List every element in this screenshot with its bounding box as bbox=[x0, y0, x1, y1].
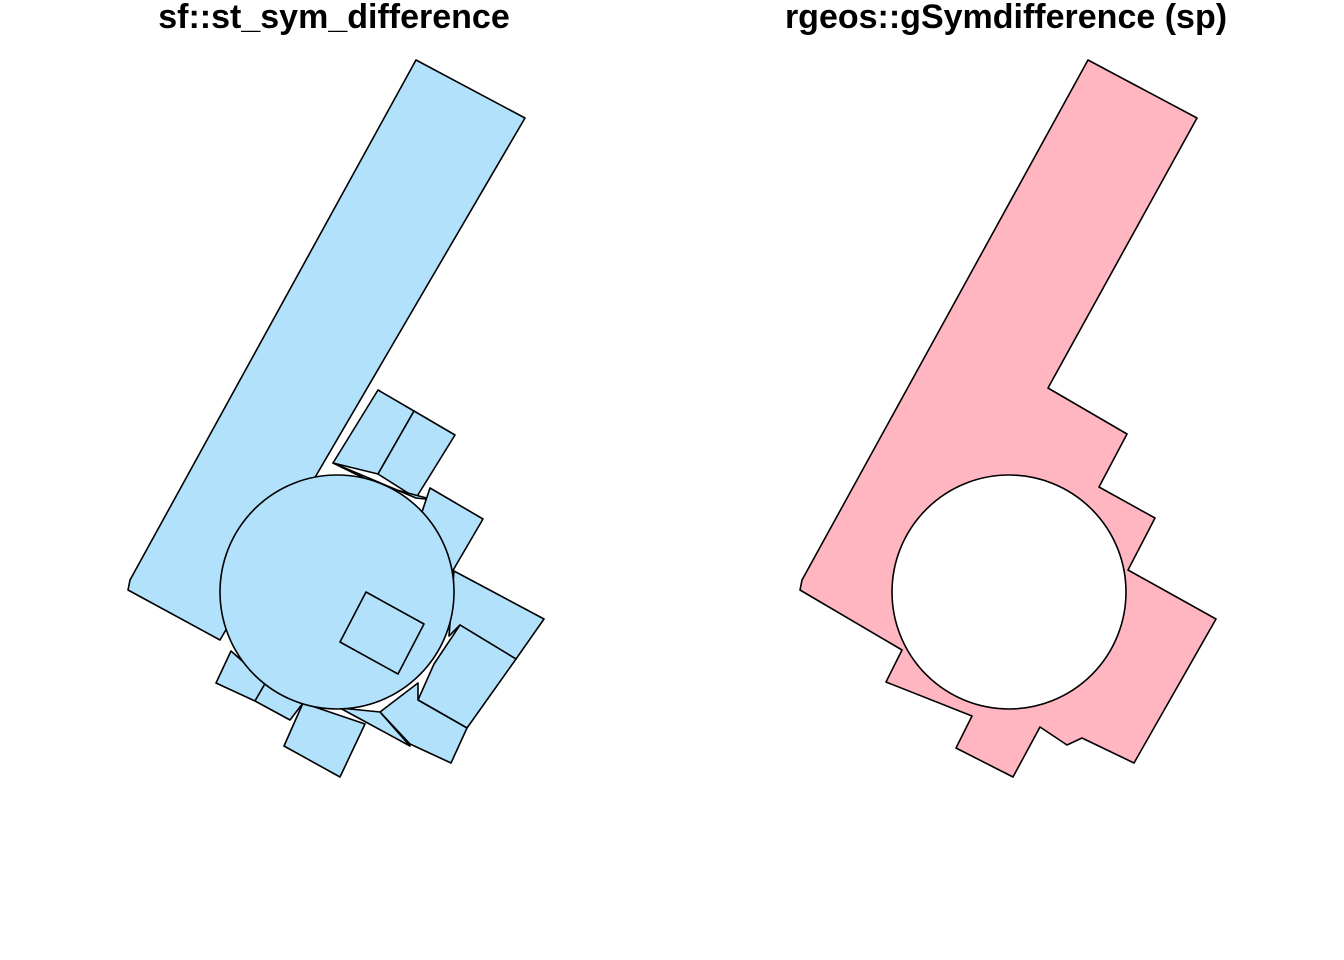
symdifference-polygon bbox=[799, 59, 1217, 778]
circle-buffer-polygon bbox=[219, 474, 455, 710]
long-strip-polygon bbox=[127, 59, 526, 641]
left-panel-geometries bbox=[127, 59, 545, 778]
block-polygon bbox=[283, 702, 366, 778]
left-panel-title: sf::st_sym_difference bbox=[158, 0, 510, 36]
inner-square-polygon bbox=[339, 591, 425, 675]
right-panel-geometries bbox=[799, 59, 1217, 778]
block-polygon bbox=[339, 707, 411, 747]
right-panel-title: rgeos::gSymdifference (sp) bbox=[784, 0, 1228, 36]
